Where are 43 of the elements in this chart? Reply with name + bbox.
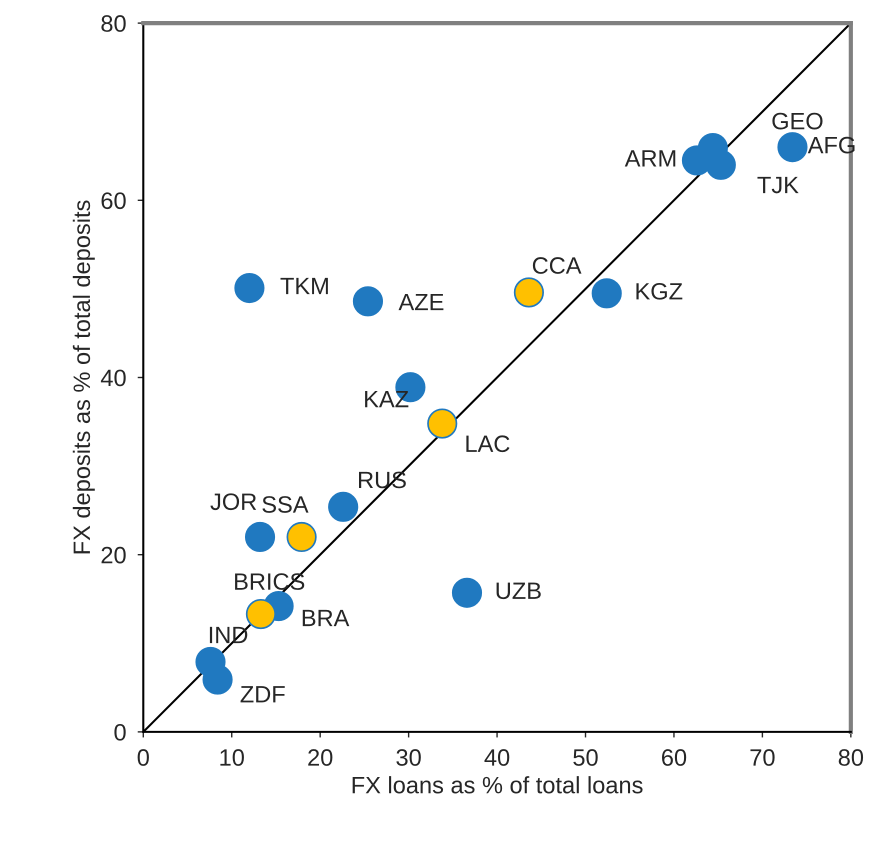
point xyxy=(427,408,458,439)
x-tick-label: 50 xyxy=(573,749,598,766)
point xyxy=(234,272,264,304)
annotation: TKM xyxy=(280,278,328,294)
annotation: CCA xyxy=(532,257,582,274)
annotation: TJK xyxy=(757,176,799,194)
x-tick-label: 60 xyxy=(662,749,686,766)
x-tick-label: 20 xyxy=(308,749,332,766)
y-tick-label: 20 xyxy=(102,546,126,564)
annotation: KGZ xyxy=(636,282,682,300)
point xyxy=(706,150,736,180)
annotation: SSA xyxy=(262,496,309,513)
point xyxy=(286,522,317,552)
annotation: AZE xyxy=(398,294,444,310)
annotation: LAC xyxy=(466,435,510,452)
point xyxy=(328,492,358,522)
point xyxy=(452,578,482,608)
annotation: ARM xyxy=(624,150,676,167)
x-tick-label: 40 xyxy=(484,749,510,766)
point xyxy=(777,132,808,162)
point xyxy=(202,664,233,695)
x-tick-label: 10 xyxy=(220,749,244,766)
annotation: JOR xyxy=(210,493,256,510)
x-tick-label: 80 xyxy=(838,749,864,766)
point xyxy=(244,522,276,552)
x-tick-label: 70 xyxy=(750,749,775,766)
annotation: UZB xyxy=(496,582,541,600)
annotation: KAZ xyxy=(365,390,408,408)
x-axis-title: FX loans as % of total loans xyxy=(352,776,643,794)
y-tick-label: 40 xyxy=(100,370,126,386)
x-tick-label: 30 xyxy=(396,749,421,766)
y-tick-label: 0 xyxy=(114,724,126,741)
point xyxy=(246,598,276,630)
y-tick-label: 80 xyxy=(101,15,126,32)
y-axis-title: FX deposits as % of total deposits xyxy=(72,200,95,554)
annotation: ZDF xyxy=(240,686,285,702)
y-tick-label: 60 xyxy=(102,192,126,210)
point xyxy=(592,278,622,308)
point xyxy=(514,277,544,308)
point xyxy=(352,286,384,316)
annotation: GEO xyxy=(772,112,823,130)
x-tick-label: 0 xyxy=(138,749,149,766)
annotation: BRA xyxy=(302,610,350,626)
